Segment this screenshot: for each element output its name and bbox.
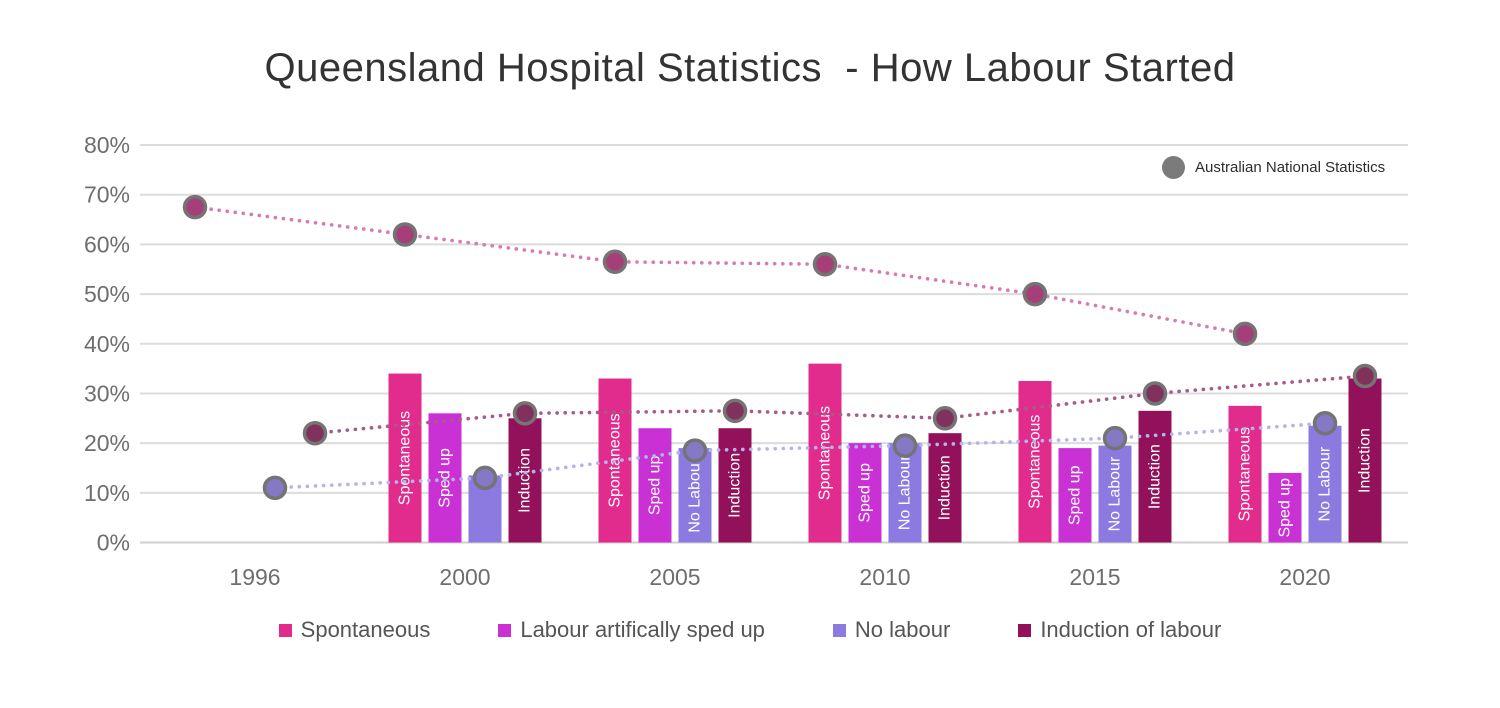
x-axis-tick-label: 2000 [439, 564, 490, 590]
bar-no-labour-2005[interactable] [678, 448, 712, 543]
national-marker-no-2005[interactable] [682, 438, 708, 463]
bar-value-label: Induction [727, 453, 744, 518]
bar-value-label: Spontaneous [397, 411, 414, 505]
national-marker-spontaneous-2015[interactable] [1022, 281, 1048, 307]
bar-value-label: Spontaneous [817, 406, 834, 500]
legend-swatch-sped-up-icon [498, 623, 512, 637]
national-marker-induction-2010[interactable] [932, 406, 958, 431]
x-axis-tick-label: 2010 [859, 564, 910, 590]
y-axis-tick-label: 50% [84, 281, 130, 307]
series-legend: Spontaneous Labour artifically sped up N… [0, 617, 1500, 643]
national-marker-spontaneous-2000[interactable] [392, 222, 418, 247]
national-marker-no-2020[interactable] [1312, 411, 1338, 436]
national-marker-spontaneous-2005[interactable] [602, 249, 628, 275]
bar-value-label: Sped up [647, 455, 664, 515]
x-axis-tick-label: 2015 [1069, 564, 1120, 590]
bar-value-label: Induction [517, 448, 534, 513]
y-axis-tick-label: 10% [84, 480, 130, 506]
bar-spontaneous-2010[interactable] [808, 363, 842, 543]
bar-no-labour-2015[interactable] [1098, 445, 1132, 543]
bar-value-label: No Labour [1317, 446, 1334, 521]
bar-value-label: Induction [1147, 444, 1164, 509]
x-axis-tick-label: 1996 [229, 564, 280, 590]
y-axis-tick-label: 60% [84, 231, 130, 257]
bar-value-label: Sped up [1067, 465, 1084, 525]
national-statistics-marker-icon [1162, 156, 1185, 179]
bar-value-label: No Labour [1107, 456, 1124, 531]
national-marker-no-1996[interactable] [262, 475, 288, 501]
legend-label: Spontaneous [300, 617, 431, 642]
bar-sped-up-2020[interactable] [1268, 472, 1302, 543]
y-axis-tick-label: 30% [84, 380, 130, 406]
legend-swatch-no-labour-icon [832, 623, 846, 637]
legend-label: Labour artifically sped up [520, 617, 765, 642]
bar-no-labour-2020[interactable] [1308, 425, 1342, 543]
bar-value-label: No Labour [687, 457, 704, 532]
national-marker-no-2015[interactable] [1102, 425, 1128, 451]
bar-induction-2010[interactable] [928, 433, 962, 543]
bar-value-label: Induction [1357, 428, 1374, 493]
national-marker-induction-1996[interactable] [302, 420, 328, 446]
y-axis-tick-label: 40% [84, 331, 130, 357]
bar-value-label: Induction [937, 455, 954, 520]
bar-induction-2000[interactable] [508, 418, 542, 543]
bar-value-label: Sped up [857, 463, 874, 523]
bar-no-labour-2010[interactable] [888, 443, 922, 543]
bar-sped-up-2000[interactable] [428, 413, 462, 543]
bar-induction-2005[interactable] [718, 428, 752, 543]
legend-label: No labour [854, 617, 951, 642]
national-marker-spontaneous-2020[interactable] [1232, 321, 1258, 347]
national-marker-induction-2005[interactable] [722, 398, 748, 424]
national-marker-spontaneous-2010[interactable] [812, 252, 838, 277]
bar-sped-up-2015[interactable] [1058, 448, 1092, 543]
y-axis-tick-label: 80% [84, 132, 130, 158]
national-line-spontaneous [193, 205, 1247, 336]
bar-value-label: Sped up [437, 448, 454, 508]
national-statistics-legend[interactable]: Australian National Statistics [1162, 156, 1385, 179]
legend-item-no-labour[interactable]: No labour [832, 617, 951, 643]
national-line-induction [313, 374, 1367, 435]
bar-value-label: Spontaneous [1237, 427, 1254, 521]
national-statistics-legend-label: Australian National Statistics [1195, 159, 1386, 176]
bar-induction-2020[interactable] [1348, 378, 1382, 543]
bar-sped-up-2005[interactable] [638, 428, 672, 543]
legend-item-induction[interactable]: Induction of labour [1018, 617, 1221, 643]
legend-item-sped-up[interactable]: Labour artifically sped up [498, 617, 765, 643]
bar-value-label: Spontaneous [1027, 415, 1044, 509]
bar-value-label: No Labour [897, 455, 914, 530]
bar-spontaneous-2000[interactable] [388, 373, 422, 543]
national-marker-spontaneous-1996[interactable] [182, 194, 208, 220]
x-axis-tick-label: 2020 [1279, 564, 1330, 590]
x-axis-tick-label: 2005 [649, 564, 700, 590]
y-axis-tick-label: 0% [97, 530, 130, 556]
bar-value-label: Sped up [1277, 478, 1294, 538]
bar-induction-2015[interactable] [1138, 410, 1172, 543]
legend-swatch-spontaneous-icon [278, 623, 292, 637]
national-line-no [273, 421, 1327, 490]
legend-swatch-induction-icon [1018, 623, 1032, 637]
chart-title: Queensland Hospital Statistics - How Lab… [264, 46, 1236, 90]
national-marker-induction-2000[interactable] [512, 401, 538, 426]
national-marker-no-2010[interactable] [892, 433, 918, 458]
legend-item-spontaneous[interactable]: Spontaneous [278, 617, 431, 643]
national-marker-induction-2015[interactable] [1142, 381, 1168, 406]
national-marker-induction-2020[interactable] [1352, 363, 1378, 389]
y-axis-tick-label: 20% [84, 430, 130, 456]
y-axis-tick-label: 70% [84, 182, 130, 208]
national-marker-no-2000[interactable] [472, 465, 498, 491]
legend-label: Induction of labour [1040, 617, 1222, 642]
bar-sped-up-2010[interactable] [848, 443, 882, 543]
